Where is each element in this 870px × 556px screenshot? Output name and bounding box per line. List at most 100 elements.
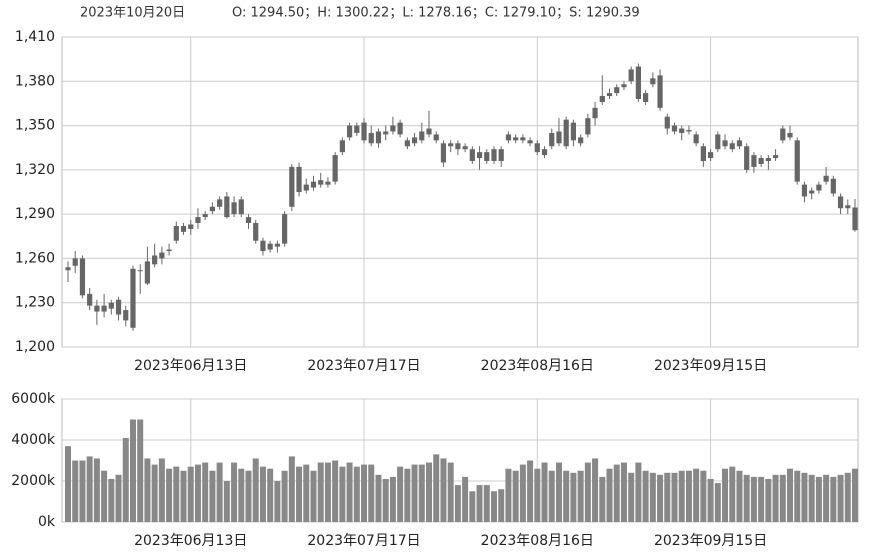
candle-body <box>282 214 288 244</box>
candle-body <box>354 125 360 133</box>
candle-body <box>455 143 461 150</box>
volume-bar <box>166 468 173 522</box>
y-tick-label: 1,230 <box>15 295 55 311</box>
volume-bar <box>729 466 736 522</box>
candle-body <box>231 202 237 215</box>
volume-bar <box>664 472 671 522</box>
volume-bar <box>722 468 729 522</box>
candle-body <box>245 217 252 223</box>
candle-body <box>592 107 598 119</box>
volume-bar <box>411 464 418 522</box>
y-tick-label: 1,320 <box>15 162 55 178</box>
volume-bar <box>577 470 584 522</box>
volume-bar <box>685 470 692 522</box>
candle-body <box>368 132 374 144</box>
volume-bar <box>700 470 707 522</box>
candle-body <box>462 146 468 150</box>
candle-body <box>628 69 634 82</box>
candle-body <box>180 225 187 232</box>
volume-bar <box>245 470 252 522</box>
candle-body <box>513 137 519 141</box>
candle-body <box>751 155 757 167</box>
candle-body <box>419 131 425 141</box>
candle-body <box>830 178 836 194</box>
candle-body <box>361 122 367 141</box>
volume-bar <box>296 466 303 522</box>
volume-bar <box>714 483 721 522</box>
volume-bar <box>389 476 396 522</box>
candle-body <box>253 223 259 241</box>
candle-body <box>845 205 851 209</box>
volume-bar <box>173 466 180 522</box>
candle-body <box>679 128 685 133</box>
volume-bar <box>274 481 281 522</box>
y-tick-label: 1,200 <box>15 339 55 355</box>
volume-bar <box>483 485 490 522</box>
candle-body <box>137 270 143 272</box>
candle-body <box>108 302 114 309</box>
volume-bar <box>397 466 404 522</box>
candle-body <box>794 140 800 182</box>
candle-body <box>787 132 793 138</box>
y-tick-label: 6000k <box>11 391 56 407</box>
volume-bar <box>787 468 794 522</box>
x-tick-label: 2023年08月16日 <box>481 533 594 549</box>
candle-body <box>664 116 670 129</box>
candle-body <box>809 190 815 194</box>
candle-body <box>159 252 165 259</box>
volume-bar <box>101 470 108 522</box>
candle-body <box>426 128 432 135</box>
volume-bar <box>339 466 346 522</box>
y-tick-label: 1,260 <box>15 250 55 266</box>
candle-body <box>310 181 317 188</box>
x-tick-label: 2023年06月13日 <box>134 533 247 549</box>
volume-bar <box>563 470 570 522</box>
candle-body <box>130 268 136 328</box>
volume-bar <box>765 478 772 522</box>
candle-body <box>621 84 627 88</box>
volume-bar <box>65 446 71 522</box>
volume-bar <box>462 476 469 522</box>
candle-body <box>217 199 223 207</box>
candle-body <box>173 225 179 241</box>
volume-bar <box>361 464 368 522</box>
volume-bar <box>267 468 274 522</box>
volume-bar <box>592 458 599 522</box>
volume-bar <box>620 462 627 522</box>
candle-body <box>599 96 605 102</box>
volume-bar <box>180 470 187 522</box>
volume-bar <box>635 462 642 522</box>
volume-bar <box>259 466 266 522</box>
candle-body <box>541 149 548 156</box>
volume-bar <box>541 462 548 522</box>
candle-body <box>390 125 396 132</box>
volume-bar <box>772 474 779 522</box>
candle-body <box>101 305 107 312</box>
x-tick-label: 2023年06月13日 <box>134 358 247 374</box>
volume-bar <box>599 476 606 522</box>
candle-body <box>700 146 706 161</box>
volume-bar <box>144 458 151 522</box>
volume-bar <box>79 460 86 522</box>
candle-body <box>469 149 475 161</box>
volume-bar <box>823 474 830 522</box>
candle-body <box>772 155 779 159</box>
volume-bar <box>108 478 115 522</box>
candle-body <box>152 255 158 265</box>
candle-body <box>744 146 750 170</box>
volume-bar <box>404 468 411 522</box>
volume-bar <box>426 462 433 522</box>
candle-body <box>94 305 100 312</box>
volume-bar <box>758 476 765 522</box>
candle-body <box>440 143 447 163</box>
volume-bar <box>613 464 620 522</box>
candle-body <box>643 93 649 102</box>
candle-body <box>563 119 569 147</box>
volume-bar <box>707 478 714 522</box>
volume-bar <box>281 470 288 522</box>
volume-bar <box>736 470 743 522</box>
candle-body <box>383 131 389 135</box>
candle-body <box>339 140 345 153</box>
candle-body <box>144 261 151 284</box>
